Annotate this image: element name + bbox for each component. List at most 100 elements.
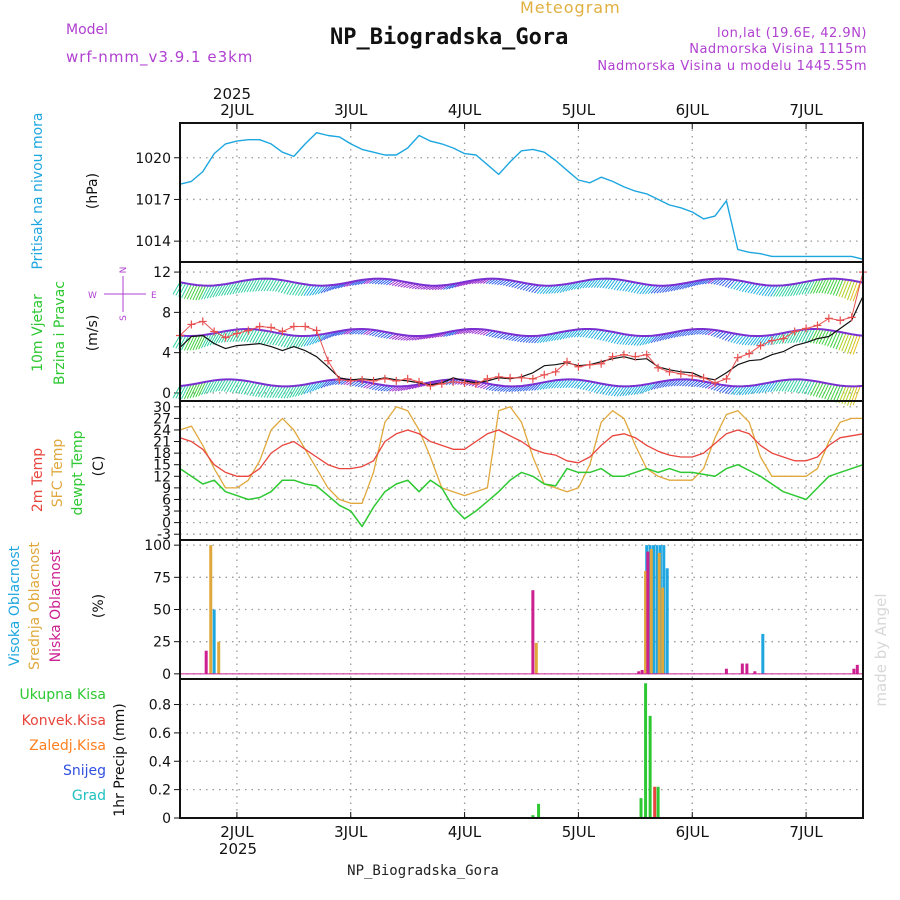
wind-gust-marker [346, 376, 355, 385]
wind-barb-upper [517, 282, 525, 290]
wind-barb-lower [246, 382, 255, 396]
wind-barb-upper [275, 279, 283, 292]
footer-station: NP_Biogradska_Gora [347, 863, 499, 879]
wind-barb-upper [784, 284, 793, 297]
wind-barb-lower [306, 382, 315, 394]
wind-barb-upper [750, 283, 759, 294]
wind-barb-upper [815, 278, 824, 294]
wind-barb-upper [821, 278, 830, 294]
wind-barb-lower [832, 385, 841, 402]
wind-gust-marker [426, 381, 435, 390]
mid-cloud-bar [534, 642, 538, 674]
wind-gust-marker [585, 360, 594, 369]
wind-barb-lower [534, 382, 542, 391]
wind-barb-lower [736, 385, 744, 396]
wind-barb-lower [294, 384, 303, 397]
wind-barb-upper [223, 282, 232, 296]
wind-gust-marker [790, 327, 799, 336]
wind-barb-lower [664, 379, 673, 388]
wind-barb-lower [687, 379, 696, 387]
wind-barb-lower [721, 385, 730, 394]
wind-barb-middle [172, 335, 181, 348]
wind-barb-upper [616, 280, 625, 291]
wind-barb-upper [832, 278, 841, 296]
wind-barb-lower [275, 386, 283, 398]
wind-barb-lower [710, 383, 719, 390]
wind-barb-middle [605, 331, 613, 342]
wind-gust-marker [380, 374, 389, 383]
wind-barb-middle [203, 333, 212, 348]
wind-barb-middle [650, 334, 659, 344]
product-title: Meteogram [520, 0, 621, 17]
wind-barb-lower [778, 379, 787, 392]
wind-barb-upper [625, 281, 633, 292]
wind-barb-lower [602, 384, 611, 395]
wind-barb-middle [747, 335, 756, 346]
wind-barb-middle [292, 335, 300, 348]
wind-barb-lower [738, 385, 747, 396]
wind-barb-upper [613, 279, 622, 291]
wind-barb-upper [824, 278, 833, 294]
credit: made by Angel [872, 593, 890, 706]
wind-barb-upper [266, 278, 275, 292]
wind-barb-upper [653, 285, 662, 294]
wind-barb-upper [770, 285, 779, 297]
wind-barb-upper [539, 285, 548, 295]
wind-barb-lower [582, 381, 591, 390]
wind-barb-lower [613, 385, 622, 397]
wind-barb-lower [821, 383, 830, 399]
wind-barb-lower [770, 380, 779, 393]
legend-total-precip: Ukupna Kisa [19, 687, 106, 703]
wind-barb-lower [354, 380, 363, 387]
precip-tick-label: 0 [162, 811, 171, 827]
wind-barb-lower [300, 383, 309, 396]
wind-barb-lower [676, 378, 685, 387]
wind-barb-upper [297, 284, 306, 296]
wind-barb-lower [172, 385, 181, 399]
wind-barb-upper [656, 285, 665, 294]
wind-barb-middle [517, 335, 525, 343]
wind-barb-lower [232, 379, 241, 393]
wind-barb-lower [593, 383, 602, 393]
wind-barb-middle [568, 329, 576, 339]
wind-barb-middle [263, 331, 272, 345]
high-cloud-bar [665, 568, 669, 674]
low-cloud-bar [640, 669, 644, 674]
wind-barb-upper [753, 284, 761, 295]
wind-barb-upper [238, 280, 246, 294]
wind-barb-lower [317, 380, 326, 390]
wind-barb-middle [593, 329, 602, 340]
dewpoint-line [179, 463, 864, 528]
wind-barb-lower [755, 383, 764, 394]
wind-barb-middle [573, 328, 582, 338]
wind-barb-middle [235, 328, 244, 342]
wind-barb-lower [303, 383, 312, 395]
wind-barb-lower [255, 383, 263, 397]
wind-gust-marker [597, 359, 606, 368]
wind-barb-middle [838, 332, 847, 351]
wind-barb-upper [790, 283, 798, 297]
wind-barb-upper [220, 283, 229, 296]
wind-barb-upper [627, 282, 636, 293]
wind-barb-middle [733, 334, 742, 344]
wind-barb-upper [289, 282, 298, 296]
wind-barb-lower [377, 384, 386, 392]
wind-barb-lower [599, 384, 608, 395]
wind-barb-lower [812, 381, 821, 397]
wind-barb-upper [741, 282, 750, 292]
wind-barb-lower [653, 381, 662, 390]
wind-barb-middle [539, 334, 548, 344]
wind-barb-upper [528, 284, 537, 293]
wind-barb-upper [736, 281, 744, 291]
wind-barb-lower [693, 380, 702, 387]
temp-tick-label: 18 [153, 446, 171, 462]
wind-gust-marker [756, 341, 765, 350]
wind-barb-upper [562, 283, 571, 293]
wind-barb-upper [818, 278, 827, 294]
wind-barb-upper [534, 285, 542, 294]
wind-barb-upper [758, 284, 767, 296]
wind-barb-lower [286, 385, 295, 399]
wind-barb-upper [764, 285, 773, 297]
wind-barb-lower [186, 383, 195, 399]
